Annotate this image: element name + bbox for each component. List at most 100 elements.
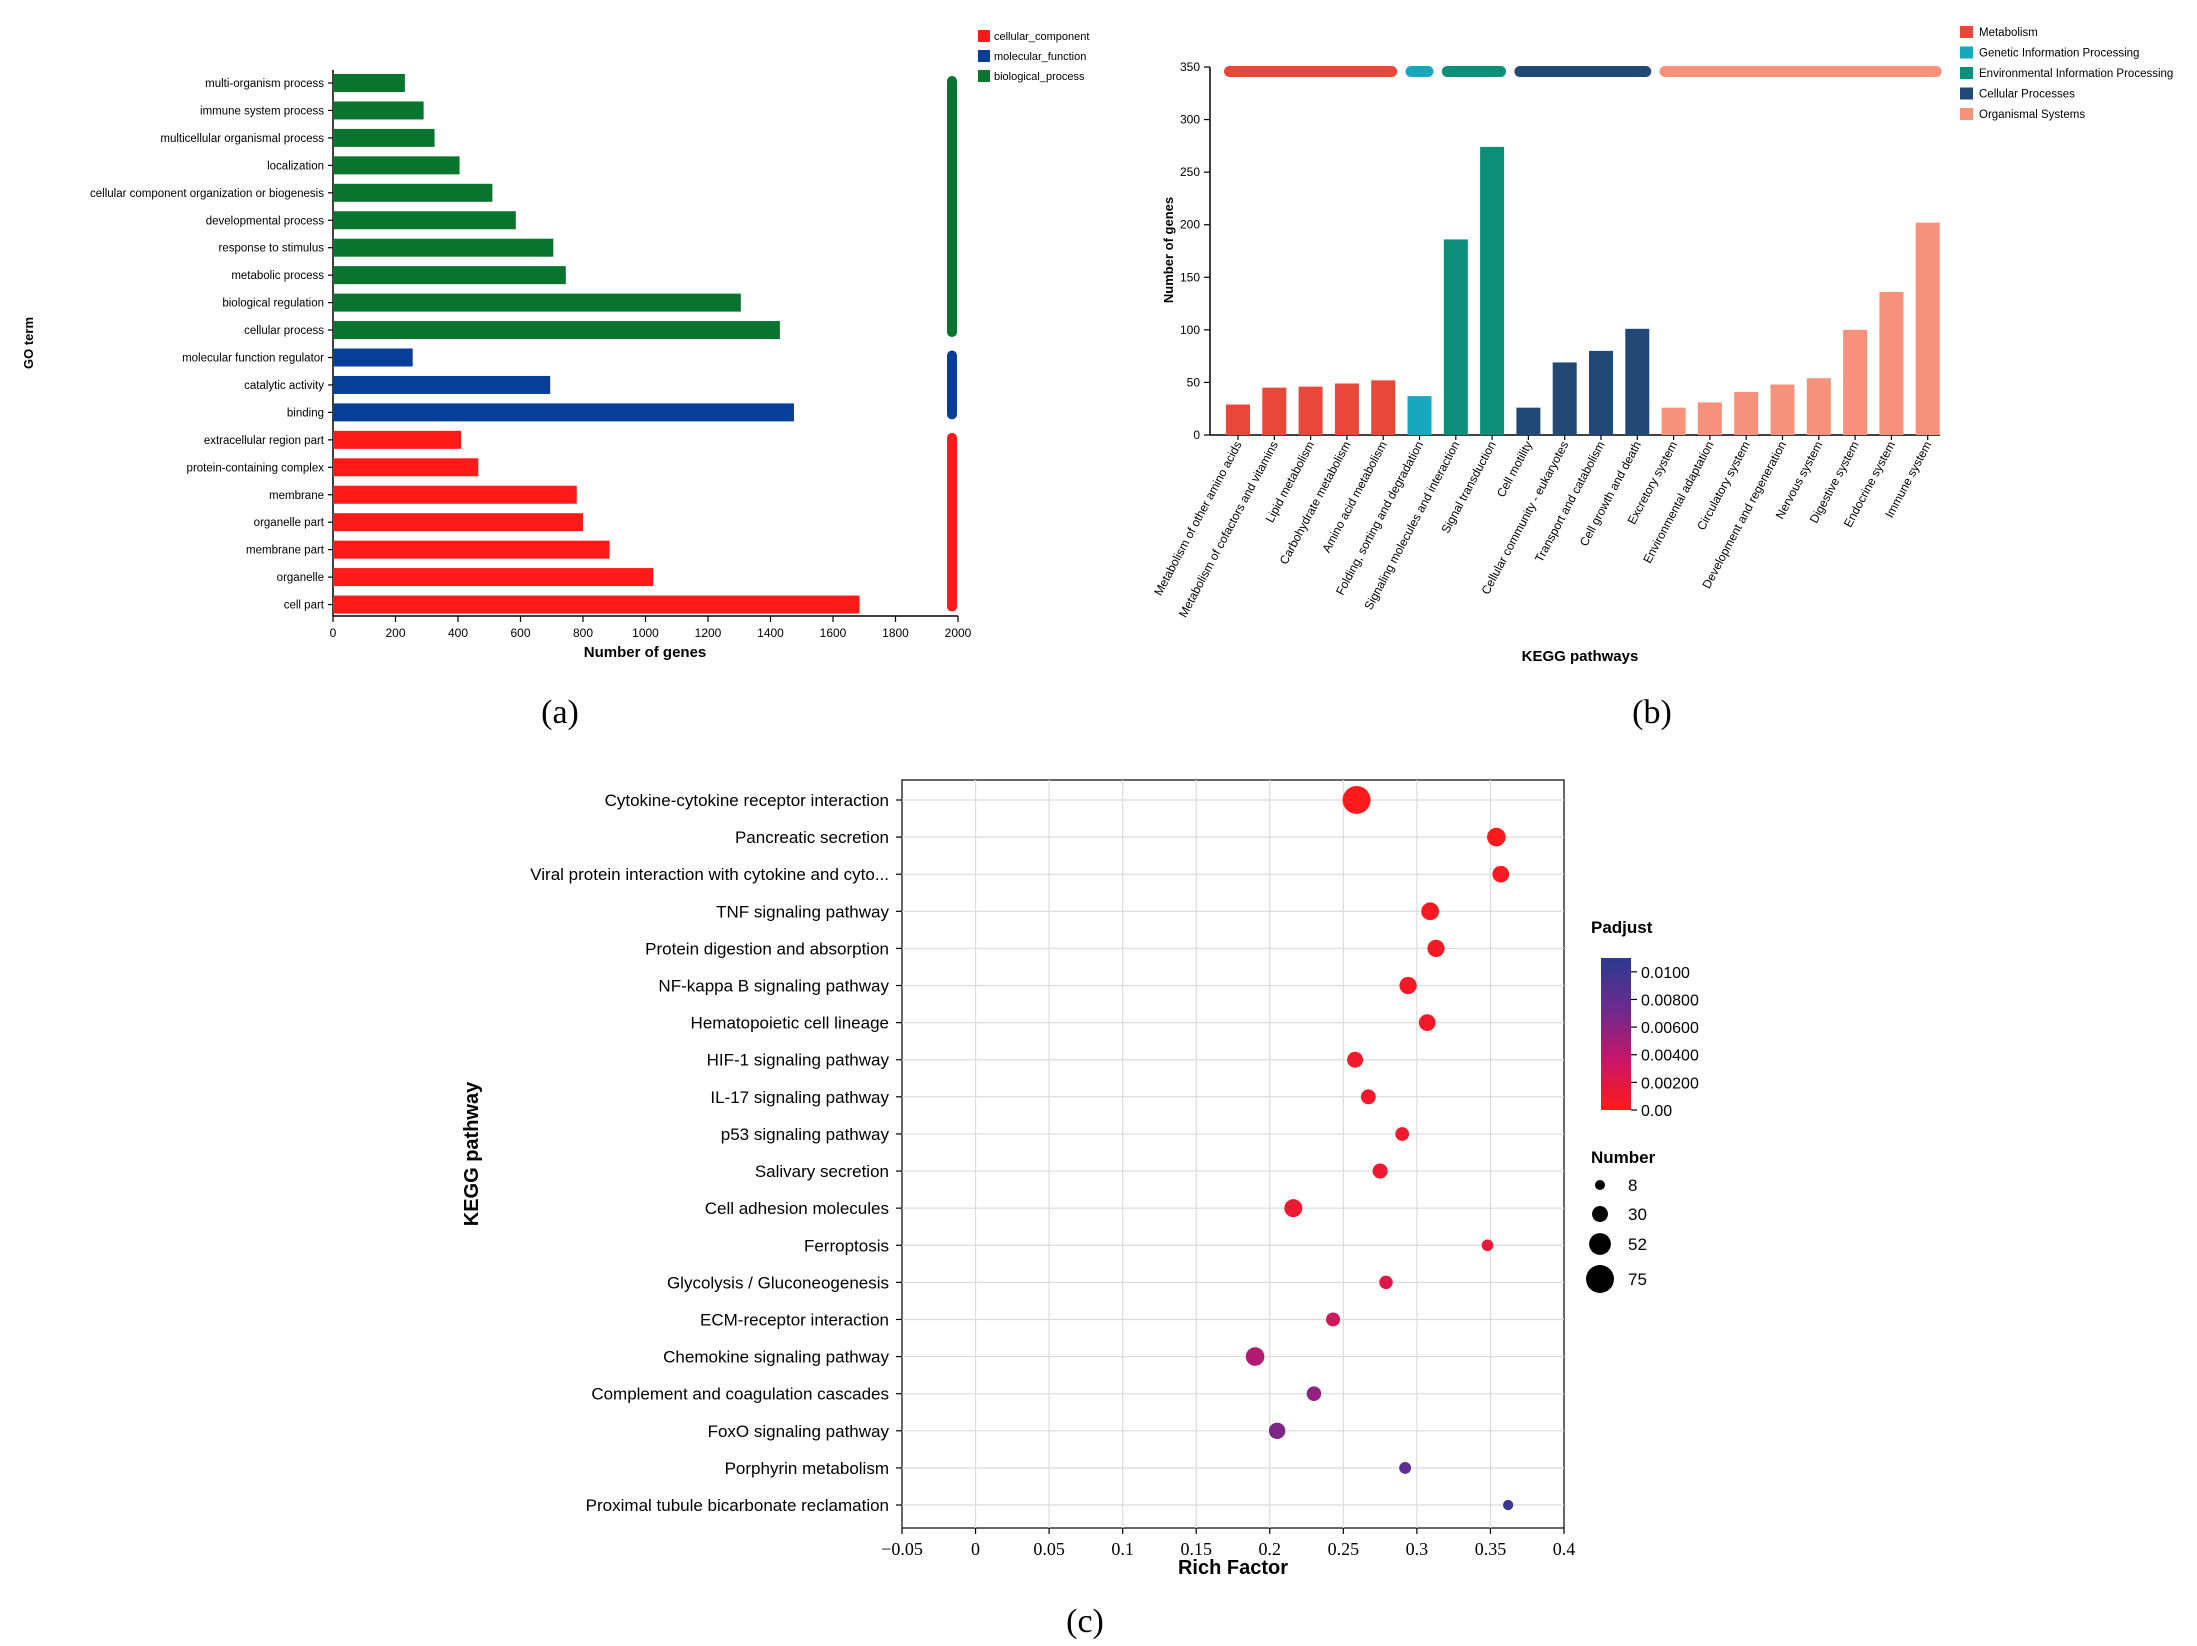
go-label-immune-system-process: immune system process — [200, 105, 324, 117]
kegg-class-bar-metabolism-of-cofactors-and-vitamins — [1262, 387, 1287, 435]
enrich-point-protein-digestion-and-absorption — [1427, 939, 1445, 958]
kegg-class-bar-cell-growth-and-death — [1625, 328, 1650, 435]
enrich-label-glycolysis-gluconeogenesis: Glycolysis / Gluconeogenesis — [667, 1273, 889, 1292]
go-label-protein-containing-complex: protein-containing complex — [187, 462, 325, 474]
go-label-catalytic-activity: catalytic activity — [244, 380, 324, 392]
kegg-class-bar-nervous-system — [1806, 378, 1831, 435]
go-bars — [333, 74, 860, 614]
kegg-class-bar-circulatory-system — [1734, 391, 1759, 435]
go-label-organelle-part: organelle part — [254, 517, 325, 529]
kegg-class-legend-label-genetic-information-processing: Genetic Information Processing — [1979, 48, 2139, 60]
go-x-tick-label: 1400 — [757, 626, 784, 640]
enrich-x-tick-label: 0.35 — [1475, 1539, 1507, 1559]
kegg-class-bar-signaling-molecules-and-interaction — [1443, 239, 1468, 435]
kegg-class-bar-metabolism-of-other-amino-acids — [1226, 404, 1250, 435]
kegg-class-bar-excretory-system — [1661, 407, 1686, 435]
go-group-indicators — [947, 76, 957, 612]
kegg-class-label-amino-acid-metabolism: Amino acid metabolism — [1319, 439, 1390, 555]
enrich-point-cytokine-cytokine-receptor-interaction — [1342, 786, 1371, 814]
enrich-pathway-labels: Cytokine-cytokine receptor interaction Pa… — [530, 791, 902, 1515]
enrich-label-nf-kappa-b-signaling-pathway: NF-kappa B signaling pathway — [658, 977, 889, 996]
padjust-tick-label: 0.0100 — [1641, 965, 1690, 982]
go-group-indicator-biological-process — [947, 76, 957, 338]
enrich-point-chemokine-signaling-pathway — [1245, 1347, 1265, 1366]
go-bar-response-to-stimulus — [333, 238, 554, 257]
kegg-class-group-indicators — [1224, 66, 1942, 77]
kegg-class-legend-swatch-genetic-information-processing — [1960, 46, 1973, 59]
enrich-label-hif-1-signaling-pathway: HIF-1 signaling pathway — [707, 1051, 890, 1070]
enrich-y-axis-title: KEGG pathway — [461, 1081, 483, 1226]
enrich-label-complement-and-coagulation-cascades: Complement and coagulation cascades — [591, 1385, 889, 1404]
enrich-point-cell-adhesion-molecules — [1284, 1199, 1303, 1218]
go-x-tick-label: 1600 — [820, 626, 847, 640]
go-x-axis-title: Number of genes — [584, 644, 707, 661]
enrich-label-il-17-signaling-pathway: IL-17 signaling pathway — [710, 1088, 889, 1107]
enrich-x-tick-label: 0.1 — [1111, 1539, 1134, 1559]
kegg-class-legend-label-cellular-processes: Cellular Processes — [1979, 89, 2075, 101]
kegg-class-legend-swatch-metabolism — [1960, 26, 1973, 38]
enrich-point-nf-kappa-b-signaling-pathway — [1399, 976, 1417, 995]
enrich-point-ferroptosis — [1481, 1239, 1494, 1252]
padjust-tick-label: 0.00 — [1641, 1103, 1672, 1120]
go-label-molecular-function-regulator: molecular function regulator — [182, 353, 324, 365]
go-category-labels: multi-organism process immune system proc… — [90, 78, 333, 612]
enrich-label-cytokine-cytokine-receptor-interaction: Cytokine-cytokine receptor interaction — [605, 791, 889, 810]
enrich-label-protein-digestion-and-absorption: Protein digestion and absorption — [645, 939, 889, 958]
enrich-point-foxo-signaling-pathway — [1268, 1422, 1286, 1440]
kegg-class-label-cell-motility: Cell motility — [1494, 439, 1535, 500]
go-bar-organelle-part — [333, 513, 583, 532]
enrich-x-ticks: −0.05 0 0.05 0.1 0.15 0.2 0.25 0.3 0.35 0.4 — [881, 1528, 1575, 1559]
enrich-label-pancreatic-secretion: Pancreatic secretion — [735, 828, 889, 847]
go-x-tick-label: 400 — [448, 626, 468, 640]
kegg-class-y-tick-label: 300 — [1180, 113, 1200, 127]
go-legend: cellular_component molecular_functionbiol… — [978, 30, 1089, 83]
go-bar-organelle — [333, 568, 654, 587]
go-group-indicator-molecular-function — [947, 350, 957, 420]
enrich-points — [1245, 786, 1514, 1511]
go-label-membrane-part: membrane part — [246, 545, 325, 557]
kegg-class-bar-digestive-system — [1843, 329, 1868, 435]
panel-label-b: (b) — [1632, 694, 1672, 731]
go-legend-swatch-molecular-function — [978, 50, 990, 62]
go-bar-metabolic-process — [333, 266, 566, 285]
kegg-class-legend-swatch-cellular-processes — [1960, 87, 1973, 100]
go-x-tick-label: 1800 — [882, 626, 909, 640]
kegg-class-y-axis-title: Number of genes — [1161, 197, 1176, 303]
padjust-colorbar — [1601, 958, 1631, 1110]
number-legend-title: Number — [1591, 1148, 1656, 1167]
kegg-class-legend-swatch-environmental-information-processing — [1960, 67, 1973, 79]
enrich-x-tick-label: 0.05 — [1033, 1539, 1065, 1559]
enrich-x-tick-label: 0 — [971, 1539, 980, 1559]
go-bar-chart: Number of genes GO term 0 200 400 600 800 100… — [21, 30, 1089, 661]
number-legend-circle-30 — [1592, 1206, 1608, 1222]
enrich-label-cell-adhesion-molecules: Cell adhesion molecules — [705, 1199, 889, 1218]
kegg-class-y-tick-label: 150 — [1180, 270, 1200, 284]
enrich-point-salivary-secretion — [1372, 1163, 1388, 1179]
go-label-extracellular-region-part: extracellular region part — [204, 435, 325, 447]
enrich-point-proximal-tubule-bicarbonate-reclamation — [1502, 1499, 1514, 1511]
go-legend-label-cellular-component: cellular_component — [994, 31, 1089, 43]
go-label-response-to-stimulus: response to stimulus — [219, 243, 325, 255]
kegg-class-bar-chart: Number of genes KEGG pathways 0 50 100 150 2… — [1151, 26, 2173, 665]
enrich-point-complement-and-coagulation-cascades — [1306, 1386, 1322, 1401]
enrich-label-viral-protein-interaction-with-cytokine-and-cyto: Viral protein interaction with cytokine … — [530, 865, 889, 884]
go-x-ticks: 0 200 400 600 800 1000 1200 1400 1600 1800 2000 — [330, 616, 972, 640]
kegg-class-bar-environmental-adaptation — [1697, 402, 1722, 435]
kegg-class-legend-label-organismal-systems: Organismal Systems — [1979, 109, 2085, 121]
go-x-tick-label: 800 — [573, 626, 593, 640]
enrich-x-tick-label: 0.2 — [1259, 1539, 1282, 1559]
go-label-metabolic-process: metabolic process — [231, 270, 324, 282]
go-legend-swatch-biological-process — [978, 70, 990, 82]
enrich-point-pancreatic-secretion — [1487, 827, 1506, 847]
go-label-multicellular-organismal-process: multicellular organismal process — [160, 133, 324, 145]
go-label-binding: binding — [287, 407, 324, 419]
number-legend-circle-8 — [1595, 1180, 1605, 1190]
enrich-label-salivary-secretion: Salivary secretion — [755, 1162, 889, 1181]
kegg-class-group-indicator-organismal-systems — [1659, 66, 1942, 77]
kegg-class-y-ticks: 0 50 100 150 200 250 300 350 — [1180, 60, 1210, 442]
kegg-class-bar-amino-acid-metabolism — [1371, 380, 1396, 435]
go-bar-cell-part — [333, 595, 860, 614]
enrich-x-tick-label: 0.3 — [1406, 1539, 1429, 1559]
padjust-legend-title: Padjust — [1591, 918, 1653, 937]
go-bar-membrane-part — [333, 540, 610, 559]
